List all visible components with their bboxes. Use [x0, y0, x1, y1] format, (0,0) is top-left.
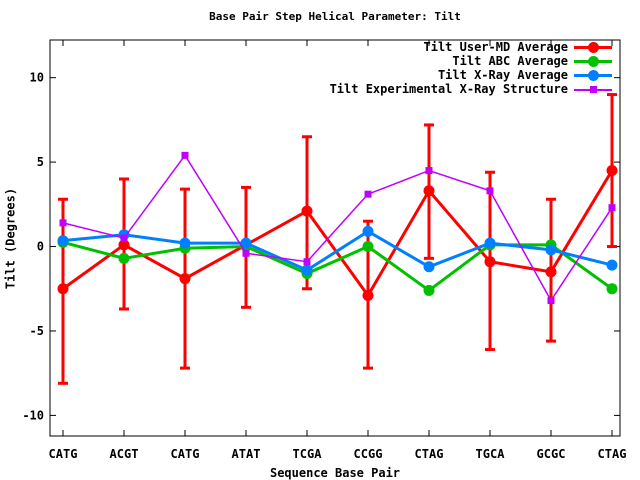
series-3-marker: [303, 258, 311, 266]
legend-sample: [574, 55, 612, 68]
series-2-marker: [301, 264, 313, 276]
y-tick-label: 10: [30, 71, 44, 85]
y-tick-label: -10: [22, 408, 44, 422]
y-tick-label: 5: [37, 155, 44, 169]
legend-sample: [574, 69, 612, 82]
x-category-label: CATG: [171, 447, 200, 461]
x-category-label: CTAG: [598, 447, 627, 461]
x-category-label: ACGT: [110, 447, 139, 461]
series-3-marker: [425, 167, 433, 175]
series-3-marker: [242, 249, 250, 257]
series-2-marker: [57, 235, 69, 247]
circle-marker-icon: [587, 56, 599, 67]
series-1-marker: [423, 284, 435, 296]
series-2-marker: [423, 261, 435, 273]
series-3-marker: [547, 297, 555, 305]
series-1-marker: [362, 241, 374, 253]
series-0-marker: [57, 283, 69, 295]
series-2-line: [62, 229, 613, 272]
series-0-marker: [545, 266, 557, 278]
legend-label: Tilt ABC Average: [452, 54, 568, 68]
series-0-marker: [301, 205, 313, 217]
legend-label: Tilt Experimental X-Ray Structure: [329, 82, 568, 96]
legend-entry: Tilt Experimental X-Ray Structure: [330, 83, 612, 96]
y-tick-label: -5: [30, 324, 44, 338]
legend: Tilt User-MD Average Tilt ABC Average Ti…: [330, 41, 612, 97]
x-axis-label: Sequence Base Pair: [269, 466, 401, 480]
series-2-marker: [362, 225, 374, 237]
series-3-marker: [364, 190, 372, 198]
x-category-label: GCGC: [537, 447, 566, 461]
series-3-marker: [486, 187, 494, 195]
series-0-marker: [179, 273, 191, 285]
legend-sample: [574, 83, 612, 96]
series-2-marker: [606, 259, 618, 271]
legend-entry: Tilt ABC Average: [330, 55, 612, 68]
circle-marker-icon: [587, 42, 599, 53]
series-0-line: [62, 169, 614, 299]
legend-entry: Tilt X-Ray Average: [330, 69, 612, 82]
series-3-marker: [59, 219, 67, 227]
series-3-marker: [181, 151, 189, 159]
circle-marker-icon: [587, 70, 599, 81]
series-0-marker: [362, 290, 374, 302]
x-category-label: CCGG: [354, 447, 383, 461]
series-2-marker: [484, 237, 496, 249]
x-category-label: TCGA: [293, 447, 323, 461]
legend-entry: Tilt User-MD Average: [330, 41, 612, 54]
legend-label: Tilt X-Ray Average: [437, 68, 568, 82]
x-category-label: CATG: [49, 447, 78, 461]
x-category-label: TGCA: [476, 447, 506, 461]
series-0-marker: [118, 239, 130, 251]
legend-label: Tilt User-MD Average: [423, 40, 569, 54]
chart-title: Base Pair Step Helical Parameter: Tilt: [209, 10, 461, 23]
series-2-marker: [179, 237, 191, 249]
series-0-marker: [606, 165, 618, 177]
plot-border: [49, 39, 621, 437]
series-3-marker: [120, 234, 128, 242]
series-3-line: [62, 154, 613, 303]
x-category-label: CTAG: [415, 447, 444, 461]
series-0-marker: [484, 256, 496, 268]
series-1-marker: [118, 252, 130, 264]
series-3-marker: [608, 204, 616, 212]
square-marker-icon: [589, 86, 597, 93]
series-1-marker: [606, 283, 618, 295]
x-category-label: ATAT: [232, 447, 261, 461]
legend-sample: [574, 41, 612, 54]
series-2-marker: [240, 237, 252, 249]
series-2-marker: [545, 244, 557, 256]
y-tick-label: 0: [37, 240, 44, 254]
series-0-marker: [423, 185, 435, 197]
